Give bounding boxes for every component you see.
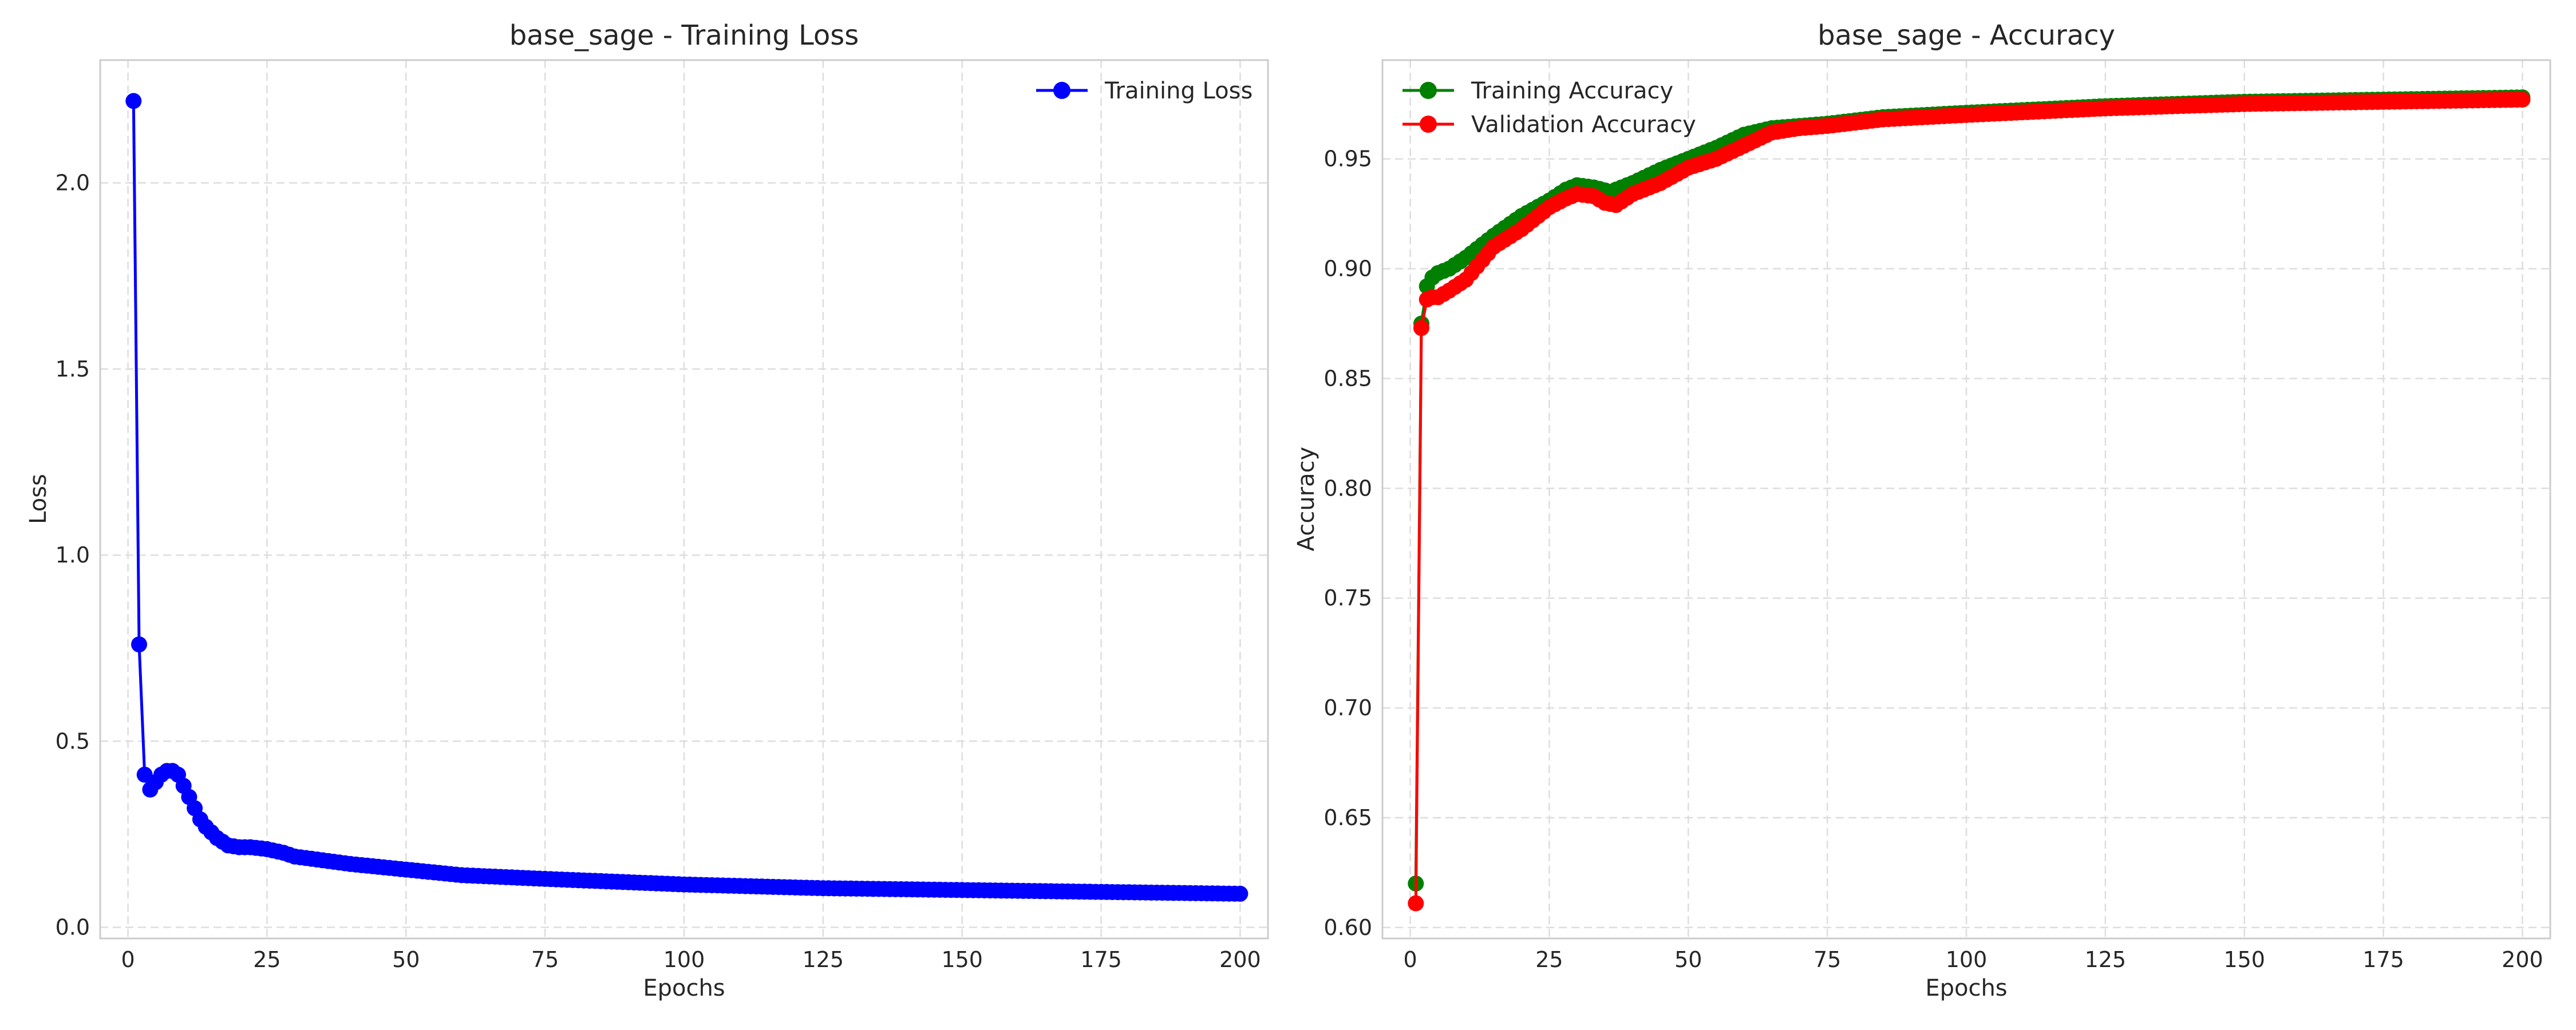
loss-chart-grid xyxy=(100,60,1268,938)
data-point xyxy=(131,636,147,653)
loss-chart-y-ticks: 0.0 0.5 1.0 1.5 2.0 xyxy=(56,171,90,940)
accuracy-chart-x-ticks: 0 25 50 75 100 125 150 175 200 xyxy=(1403,947,2543,972)
x-tick-label: 0 xyxy=(121,947,135,972)
x-tick-label: 125 xyxy=(2085,947,2127,972)
y-tick-label: 0.85 xyxy=(1323,366,1372,391)
x-tick-label: 100 xyxy=(1946,947,1988,972)
accuracy-chart-series xyxy=(1408,89,2531,912)
accuracy-chart-x-label: Epochs xyxy=(1925,975,2007,1001)
legend-label-training-accuracy: Training Accuracy xyxy=(1471,78,1673,104)
series-points-training-loss xyxy=(125,93,1249,902)
x-tick-label: 75 xyxy=(531,947,559,972)
y-tick-label: 0.75 xyxy=(1323,585,1372,611)
accuracy-chart-frame xyxy=(1381,59,2551,940)
data-point xyxy=(1232,885,1249,902)
y-tick-label: 0.70 xyxy=(1323,695,1372,720)
legend-marker-training-accuracy xyxy=(1420,82,1437,99)
x-tick-label: 25 xyxy=(1535,947,1563,972)
accuracy-chart-y-label: Accuracy xyxy=(1293,447,1319,552)
legend-label-training-loss: Training Loss xyxy=(1104,78,1253,104)
x-tick-label: 75 xyxy=(1814,947,1841,972)
y-tick-label: 0.95 xyxy=(1323,146,1372,172)
y-tick-label: 0.65 xyxy=(1323,805,1372,830)
loss-chart-title: base_sage - Training Loss xyxy=(509,19,859,52)
x-tick-label: 25 xyxy=(253,947,280,972)
y-tick-label: 0.60 xyxy=(1323,915,1372,940)
x-tick-label: 200 xyxy=(2502,947,2543,972)
data-point xyxy=(1408,895,1424,912)
x-tick-label: 125 xyxy=(803,947,844,972)
legend-marker-training-loss xyxy=(1053,82,1070,99)
loss-chart-frame xyxy=(99,59,1269,940)
accuracy-chart-legend: Training Accuracy Validation Accuracy xyxy=(1402,78,1696,138)
y-tick-label: 1.5 xyxy=(56,356,90,382)
y-tick-label: 0.5 xyxy=(56,728,90,754)
legend-marker-validation-accuracy xyxy=(1420,116,1437,133)
y-tick-label: 1.0 xyxy=(56,542,90,568)
x-tick-label: 100 xyxy=(663,947,705,972)
loss-chart-y-label: Loss xyxy=(25,474,52,524)
loss-chart: base_sage - Training Loss 0 25 50 75 100 125 1… xyxy=(25,19,1269,1001)
y-tick-label: 2.0 xyxy=(56,171,90,196)
x-tick-label: 0 xyxy=(1403,947,1417,972)
x-tick-label: 50 xyxy=(392,947,420,972)
series-points-validation-accuracy xyxy=(1408,92,2531,912)
accuracy-chart-y-ticks: 0.60 0.65 0.70 0.75 0.80 0.85 0.90 0.95 xyxy=(1323,146,1372,940)
x-tick-label: 200 xyxy=(1219,947,1261,972)
loss-chart-x-ticks: 0 25 50 75 100 125 150 175 200 xyxy=(121,947,1261,972)
accuracy-chart: base_sage - Accuracy 0 25 50 75 100 125 150 175… xyxy=(1293,19,2551,1001)
y-tick-label: 0.90 xyxy=(1323,256,1372,282)
x-tick-label: 175 xyxy=(2362,947,2404,972)
x-tick-label: 50 xyxy=(1674,947,1702,972)
legend-label-validation-accuracy: Validation Accuracy xyxy=(1471,112,1696,138)
data-point xyxy=(1413,320,1429,336)
loss-chart-x-label: Epochs xyxy=(643,975,725,1001)
data-point xyxy=(2514,92,2531,108)
accuracy-chart-title: base_sage - Accuracy xyxy=(1818,19,2115,52)
x-tick-label: 150 xyxy=(2223,947,2265,972)
x-tick-label: 175 xyxy=(1080,947,1122,972)
x-tick-label: 150 xyxy=(941,947,983,972)
y-tick-label: 0.0 xyxy=(56,914,90,940)
y-tick-label: 0.80 xyxy=(1323,476,1372,501)
data-point xyxy=(125,93,142,109)
loss-chart-legend: Training Loss xyxy=(1036,78,1253,104)
loss-chart-series xyxy=(125,93,1249,902)
